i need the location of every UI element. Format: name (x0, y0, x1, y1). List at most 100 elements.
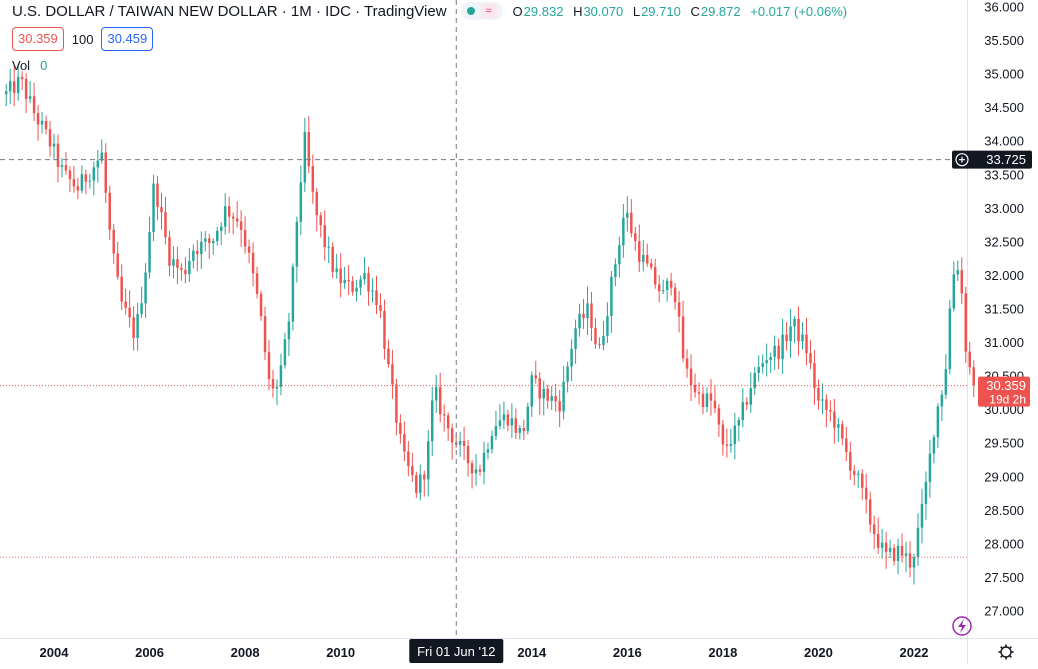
symbol-title[interactable]: U.S. DOLLAR / TAIWAN NEW DOLLAR · 1M · I… (12, 2, 447, 20)
candle-body (227, 206, 231, 217)
candle-body (335, 268, 338, 273)
add-alert-icon[interactable] (955, 153, 969, 167)
candle-body (347, 279, 350, 282)
candle-body (466, 445, 470, 464)
candle-body (204, 238, 207, 242)
candle-body (510, 418, 514, 426)
lightning-icon[interactable] (952, 616, 972, 636)
candle-body (956, 270, 960, 275)
candle-body (618, 245, 621, 265)
candle-body (164, 212, 167, 238)
candle-body (916, 527, 920, 558)
candle-body (243, 229, 247, 247)
candle-body (864, 487, 868, 500)
candle-body (323, 225, 326, 248)
high-label: H (573, 3, 583, 19)
buy-button[interactable]: 30.459 (101, 27, 154, 51)
last-price-tag (978, 376, 1030, 407)
close-label: C (690, 3, 700, 19)
open-value: 29.832 (523, 3, 564, 19)
candle-body (837, 424, 840, 428)
candle-body (144, 272, 147, 304)
candle-body (685, 358, 689, 369)
candle-body (184, 269, 187, 275)
price-axis[interactable]: 27.00027.50028.00028.50029.00029.50030.0… (984, 0, 1024, 619)
quantity-value[interactable]: 100 (71, 31, 94, 47)
x-tick-label: 2016 (613, 645, 642, 660)
candle-body (486, 449, 490, 453)
candle-body (725, 444, 729, 446)
candle-body (291, 266, 295, 322)
candle-body (490, 435, 494, 450)
candle-body (450, 428, 454, 443)
candle-body (307, 131, 311, 167)
gear-icon[interactable] (1000, 646, 1012, 658)
candle-body (853, 470, 856, 475)
volume-legend[interactable]: Vol 0 (12, 58, 47, 73)
x-tick-label: 2004 (40, 645, 70, 660)
market-status-pill[interactable]: ≈ (460, 2, 503, 20)
candle-body (566, 366, 569, 382)
candle-body (857, 473, 860, 475)
volume-value: 0 (40, 58, 48, 73)
candle-body (371, 290, 374, 292)
volume-label: Vol (12, 58, 31, 73)
candle-body (940, 394, 944, 407)
candle-body (279, 365, 283, 387)
candle-body (176, 259, 179, 268)
candle-body (829, 410, 832, 412)
x-tick-label: 2018 (708, 645, 737, 660)
candle-body (602, 335, 605, 346)
candle-body (132, 317, 135, 338)
candle-body (263, 316, 267, 353)
candle-body (892, 547, 896, 562)
candle-body (610, 276, 613, 317)
candle-body (60, 165, 64, 167)
candle-body (936, 406, 940, 438)
candle-body (216, 230, 219, 242)
candle-body (196, 250, 199, 255)
candle-body (880, 542, 884, 548)
y-tick-label: 34.000 (984, 134, 1024, 149)
candle-body (32, 96, 36, 114)
candle-body (156, 183, 159, 208)
low-label: L (632, 3, 641, 19)
candle-body (458, 440, 462, 445)
candle-body (904, 553, 908, 556)
candle-body (805, 334, 808, 354)
candle-body (657, 284, 661, 292)
candle-body (614, 264, 617, 277)
candle-body (259, 293, 263, 317)
candle-body (247, 246, 251, 253)
candle-body (642, 254, 645, 262)
y-tick-label: 31.500 (984, 302, 1024, 317)
candle-body (383, 310, 386, 349)
candle-body (28, 96, 32, 99)
candle-series (4, 63, 975, 585)
candle-body (550, 396, 553, 401)
candle-body (12, 81, 16, 93)
overlay-lines (0, 0, 967, 638)
candle-body (331, 246, 334, 273)
candle-body (554, 396, 557, 402)
candle-body (717, 408, 721, 425)
order-panel: 30.359 100 30.459 (12, 27, 154, 51)
candle-body (845, 438, 848, 453)
candle-body (745, 402, 749, 405)
candle-body (315, 191, 319, 216)
candle-body (681, 316, 685, 359)
candle-body (92, 167, 96, 181)
y-tick-label: 27.500 (984, 570, 1024, 585)
candle-body (72, 179, 76, 187)
candle-body (64, 165, 68, 171)
candle-body (630, 212, 633, 234)
candle-body (924, 481, 928, 504)
candle-body (729, 444, 733, 446)
data-delay-icon: ≈ (480, 4, 497, 18)
candle-body (649, 263, 653, 268)
sell-button[interactable]: 30.359 (12, 27, 64, 51)
y-tick-label: 36.000 (984, 0, 1024, 15)
